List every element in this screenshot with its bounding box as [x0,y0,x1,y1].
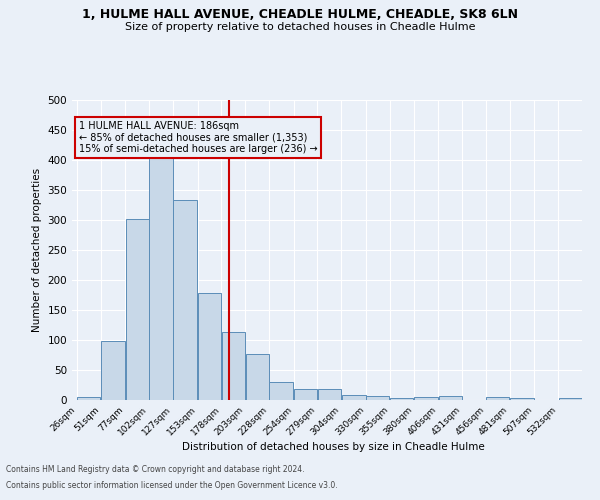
Bar [390,398,413,400]
Bar [149,153,173,400]
Bar [318,389,341,400]
Bar [341,394,365,400]
Bar [198,293,221,400]
Text: Contains HM Land Registry data © Crown copyright and database right 2024.: Contains HM Land Registry data © Crown c… [6,466,305,474]
Bar [245,354,269,400]
Bar [486,397,509,400]
Text: 1 HULME HALL AVENUE: 186sqm
← 85% of detached houses are smaller (1,353)
15% of : 1 HULME HALL AVENUE: 186sqm ← 85% of det… [79,121,317,154]
Text: Contains public sector information licensed under the Open Government Licence v3: Contains public sector information licen… [6,480,338,490]
Bar [125,219,149,400]
Bar [269,382,293,400]
Bar [77,397,100,400]
Text: 1, HULME HALL AVENUE, CHEADLE HULME, CHEADLE, SK8 6LN: 1, HULME HALL AVENUE, CHEADLE HULME, CHE… [82,8,518,20]
Bar [222,332,245,400]
Y-axis label: Number of detached properties: Number of detached properties [32,168,42,332]
Bar [439,396,462,400]
Bar [173,200,197,400]
Bar [294,389,317,400]
Text: Size of property relative to detached houses in Cheadle Hulme: Size of property relative to detached ho… [125,22,475,32]
Text: Distribution of detached houses by size in Cheadle Hulme: Distribution of detached houses by size … [182,442,484,452]
Bar [559,398,581,400]
Bar [414,397,438,400]
Bar [367,396,389,400]
Bar [101,340,125,400]
Bar [510,398,534,400]
